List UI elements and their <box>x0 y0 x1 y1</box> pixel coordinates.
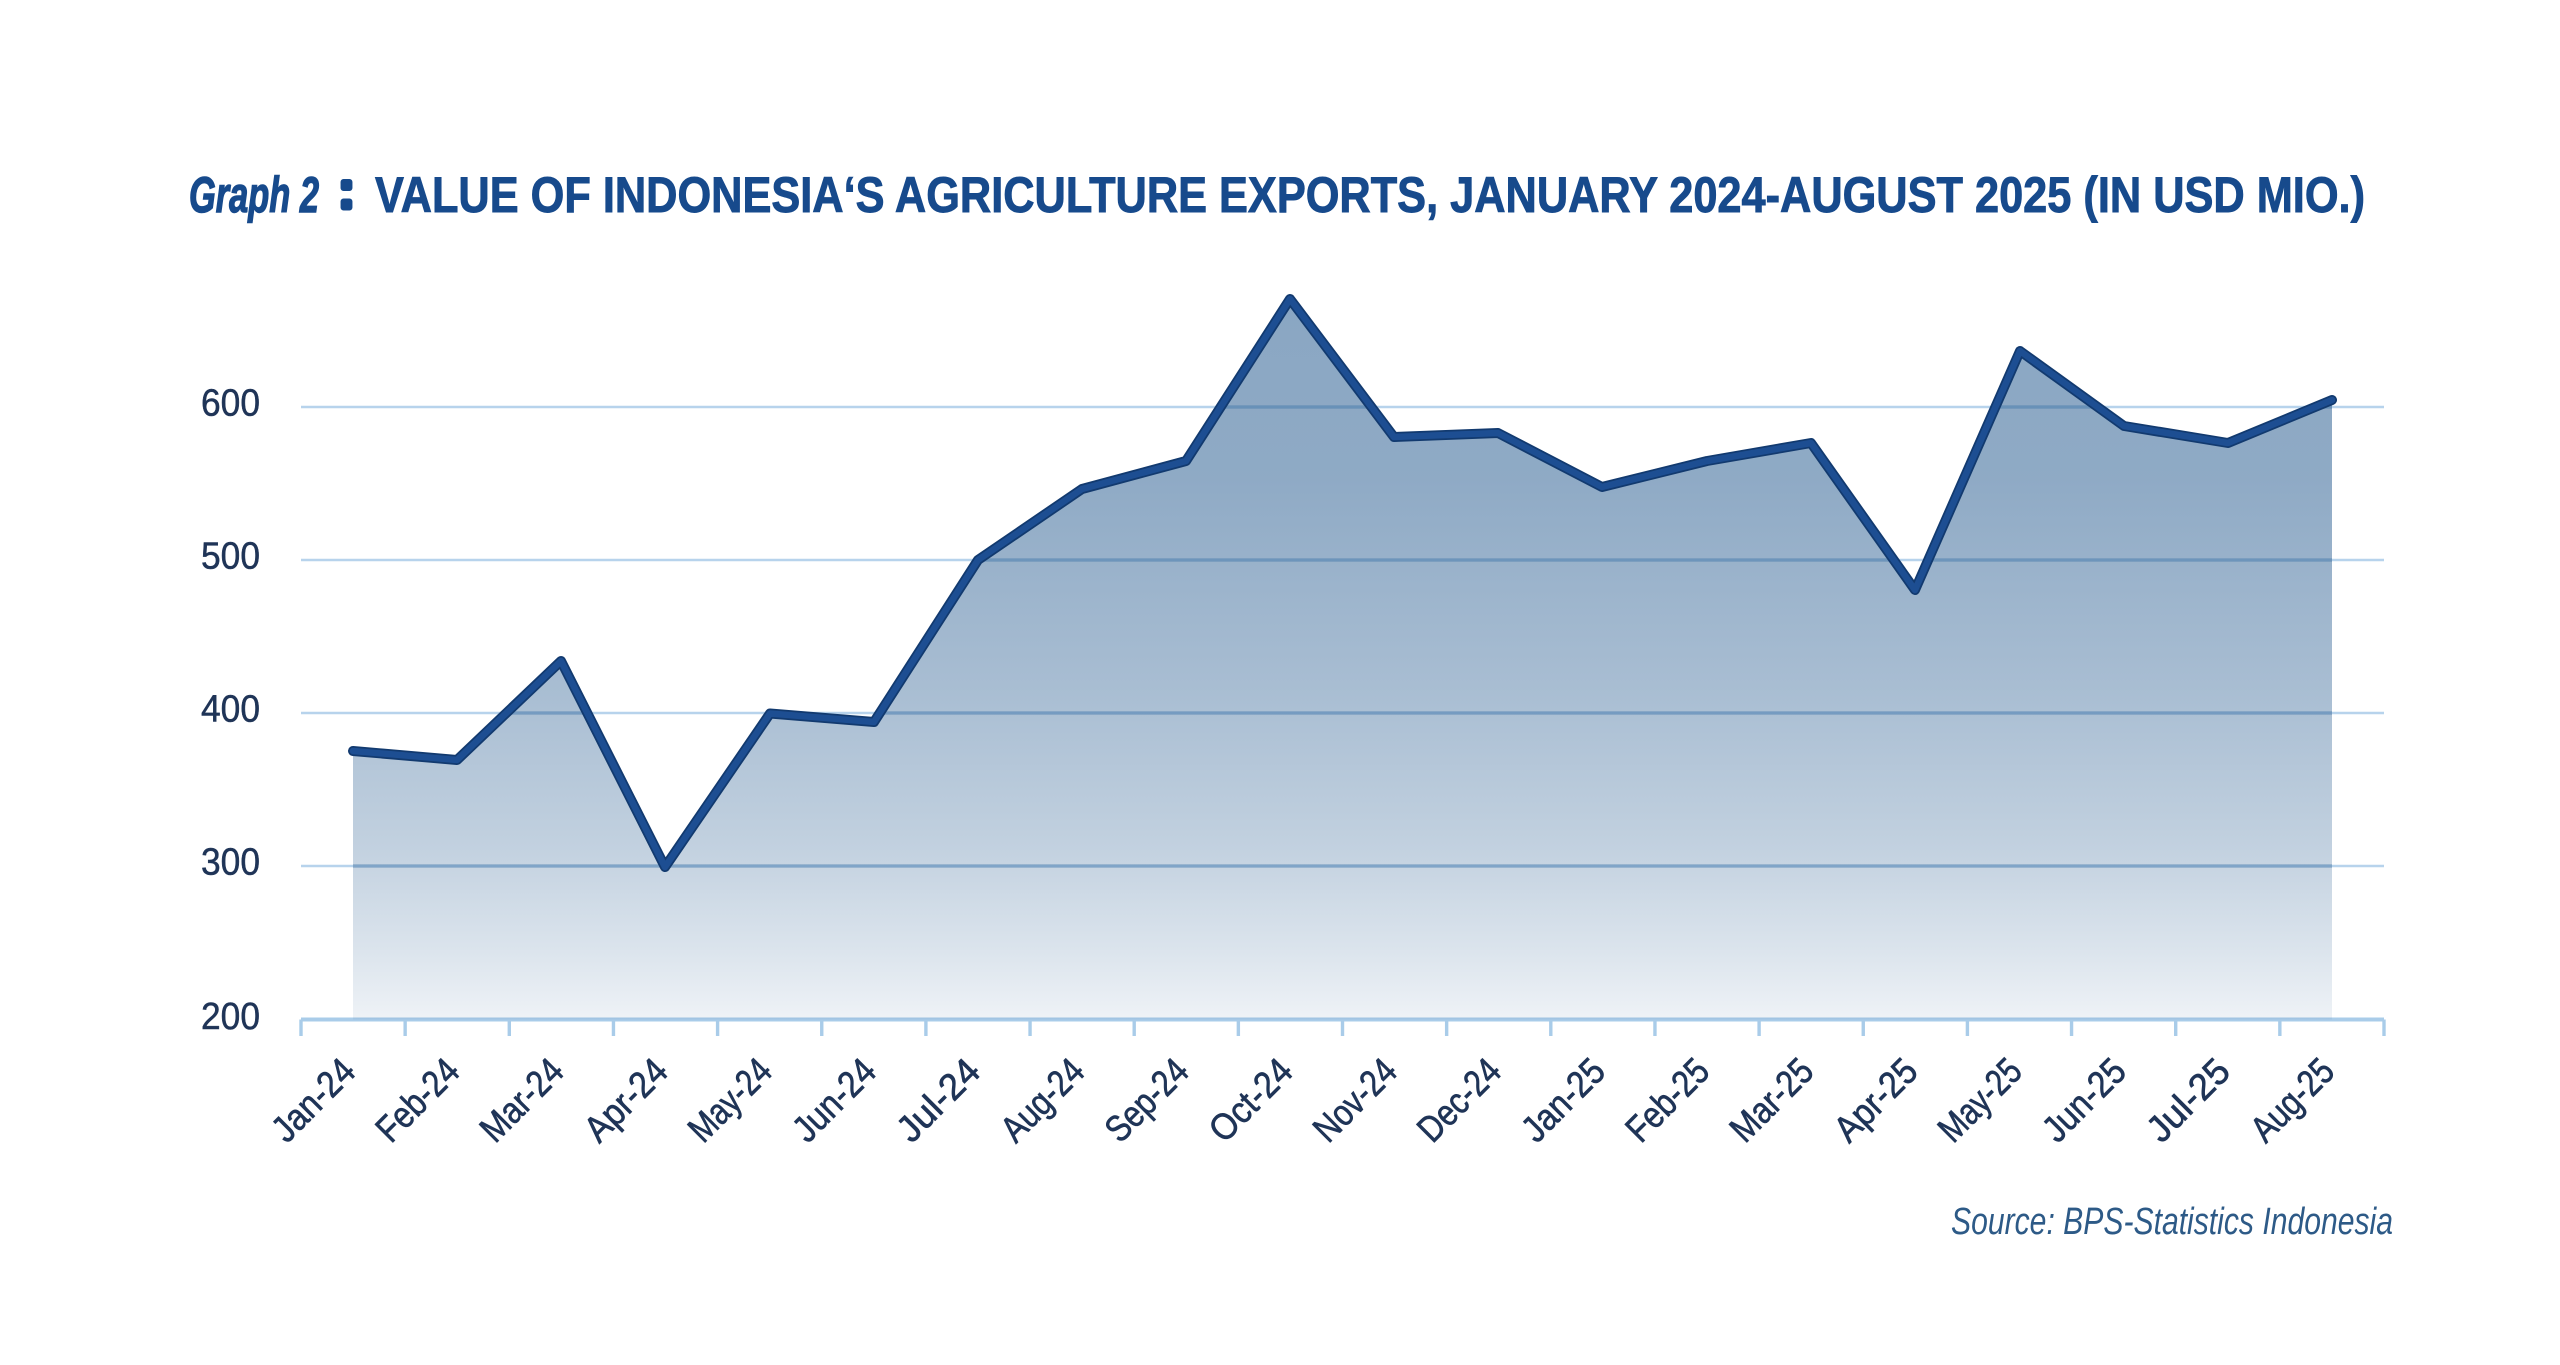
svg-text:Oct-24: Oct-24 <box>1201 1050 1301 1150</box>
svg-text:600: 600 <box>201 383 260 425</box>
svg-text:Feb-24: Feb-24 <box>368 1050 468 1150</box>
svg-text:300: 300 <box>201 842 260 884</box>
svg-text:Jul-24: Jul-24 <box>888 1050 988 1150</box>
svg-text:400: 400 <box>201 689 260 731</box>
svg-text:Aug-24: Aug-24 <box>993 1050 1093 1150</box>
svg-text:Jan-25: Jan-25 <box>1513 1050 1613 1150</box>
svg-text:Apr-24: Apr-24 <box>576 1050 676 1150</box>
svg-text:Aug-25: Aug-25 <box>2242 1050 2342 1150</box>
svg-text:200: 200 <box>201 996 260 1038</box>
svg-text:Jun-25: Jun-25 <box>2034 1050 2134 1150</box>
svg-text:Feb-25: Feb-25 <box>1618 1050 1718 1150</box>
svg-text:Apr-25: Apr-25 <box>1826 1050 1926 1150</box>
svg-text:May-24: May-24 <box>680 1050 780 1150</box>
svg-text:Jan-24: Jan-24 <box>263 1050 363 1150</box>
svg-text:500: 500 <box>201 536 260 578</box>
svg-text:May-25: May-25 <box>1930 1050 2030 1150</box>
svg-text:VALUE OF INDONESIA‘S AGRICULTU: VALUE OF INDONESIA‘S AGRICULTURE EXPORTS… <box>375 167 2365 223</box>
svg-text:Jun-24: Jun-24 <box>784 1050 884 1150</box>
svg-text:Source: BPS-Statistics Indones: Source: BPS-Statistics Indonesia <box>1951 1201 2393 1243</box>
svg-text:Jul-25: Jul-25 <box>2138 1050 2238 1150</box>
svg-text:Sep-24: Sep-24 <box>1097 1050 1197 1150</box>
svg-text:Mar-24: Mar-24 <box>472 1050 572 1150</box>
svg-text:Dec-24: Dec-24 <box>1409 1050 1509 1150</box>
svg-text:Nov-24: Nov-24 <box>1305 1050 1405 1150</box>
svg-text:Mar-25: Mar-25 <box>1722 1050 1822 1150</box>
svg-text:Graph 2: Graph 2 <box>189 167 319 223</box>
